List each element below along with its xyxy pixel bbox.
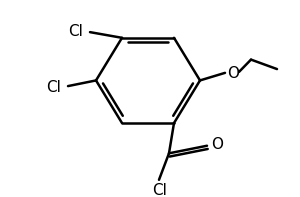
Text: O: O: [211, 137, 223, 152]
Text: Cl: Cl: [46, 81, 62, 96]
Text: O: O: [227, 66, 239, 81]
Text: Cl: Cl: [69, 24, 83, 39]
Text: Cl: Cl: [153, 183, 167, 197]
